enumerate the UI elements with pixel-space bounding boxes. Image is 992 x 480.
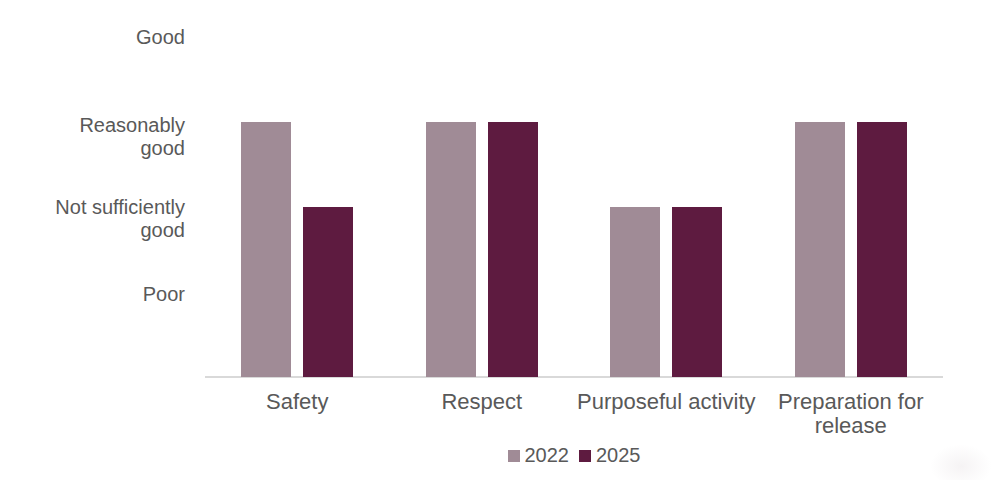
bar-2022-respect [426, 122, 476, 377]
legend-item-2025: 2025 [579, 444, 641, 467]
y-axis-labels: Good Reasonably good Not sufficiently go… [49, 0, 185, 378]
legend-label: 2022 [525, 444, 570, 467]
x-tick-label-respect: Respect [382, 390, 582, 414]
x-tick-label-preparation-for-release: Preparation for release [751, 390, 951, 438]
y-tick-label-poor: Poor [49, 283, 185, 306]
legend-swatch-icon [508, 450, 520, 462]
y-tick-label-not-sufficiently-good: Not sufficiently good [49, 196, 185, 242]
bar-2025-preparation-for-release [857, 122, 907, 377]
bar-2025-respect [488, 122, 538, 377]
bar-2022-preparation-for-release [795, 122, 845, 377]
smudge-artifact [930, 444, 992, 480]
y-tick-label-reasonably-good: Reasonably good [49, 114, 185, 160]
x-tick-label-safety: Safety [197, 390, 397, 414]
x-tick-label-purposeful-activity: Purposeful activity [566, 390, 766, 414]
legend-label: 2025 [596, 444, 641, 467]
bar-2025-safety [303, 207, 353, 377]
y-tick-label-good: Good [49, 26, 185, 49]
bar-2025-purposeful-activity [672, 207, 722, 377]
grouped-bar-chart: Good Reasonably good Not sufficiently go… [0, 0, 992, 480]
legend-item-2022: 2022 [508, 444, 570, 467]
bar-2022-safety [241, 122, 291, 377]
bar-2022-purposeful-activity [610, 207, 660, 377]
plot-area [205, 0, 943, 378]
legend: 2022 2025 [205, 444, 943, 467]
legend-swatch-icon [579, 450, 591, 462]
